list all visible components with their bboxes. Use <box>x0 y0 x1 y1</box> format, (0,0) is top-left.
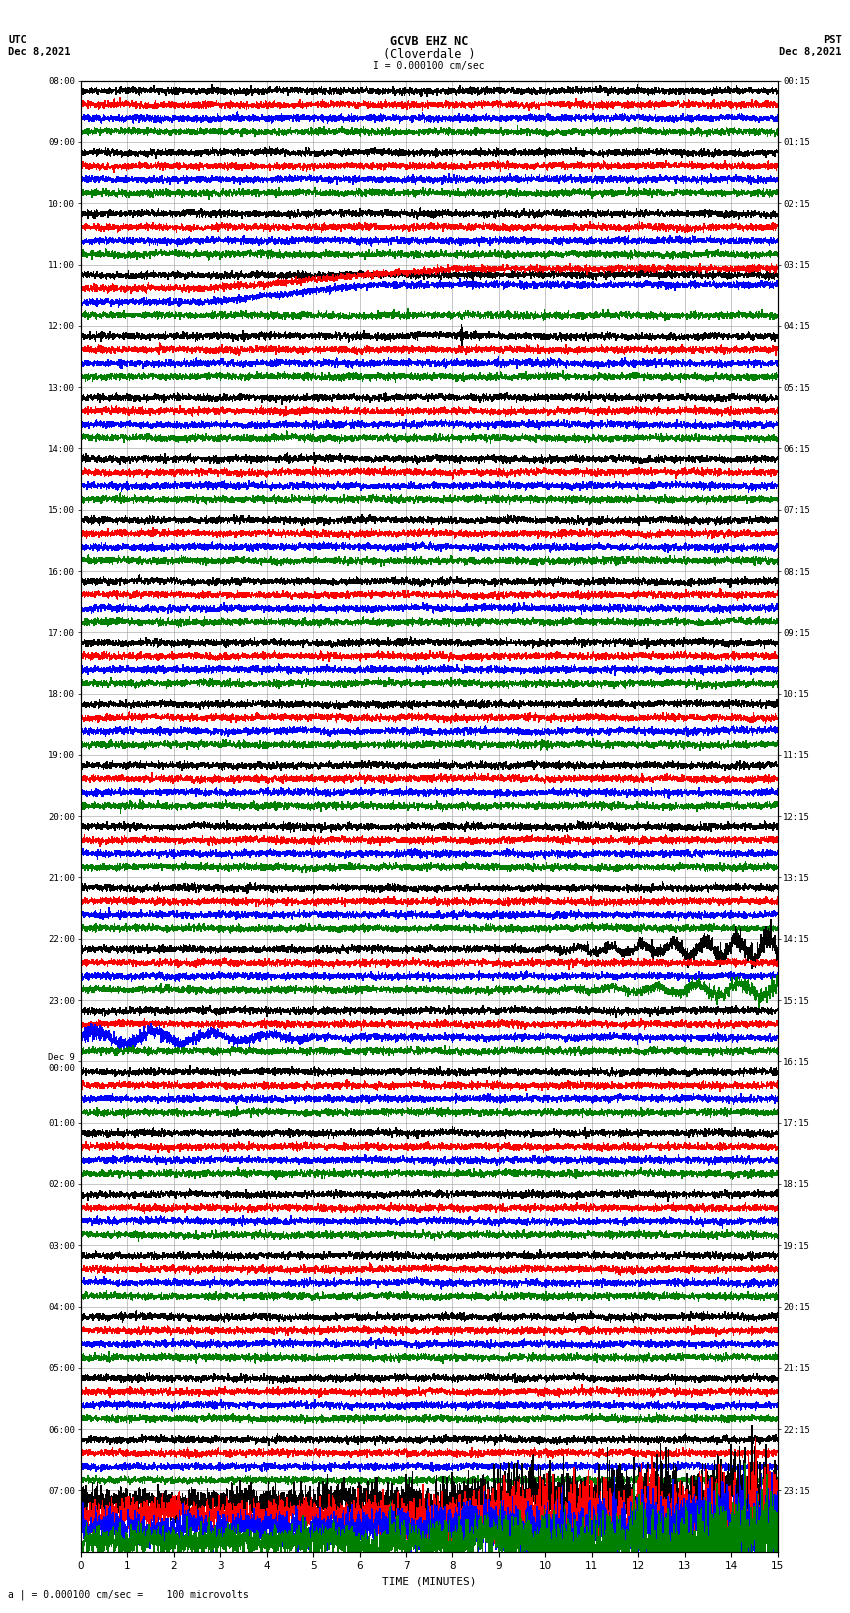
Text: Dec 8,2021: Dec 8,2021 <box>8 47 71 56</box>
Text: UTC: UTC <box>8 35 27 45</box>
Text: I = 0.000100 cm/sec: I = 0.000100 cm/sec <box>373 61 485 71</box>
Text: GCVB EHZ NC: GCVB EHZ NC <box>390 35 468 48</box>
X-axis label: TIME (MINUTES): TIME (MINUTES) <box>382 1578 477 1587</box>
Text: PST: PST <box>823 35 842 45</box>
Text: Dec 8,2021: Dec 8,2021 <box>779 47 842 56</box>
Text: (Cloverdale ): (Cloverdale ) <box>383 48 475 61</box>
Text: a | = 0.000100 cm/sec =    100 microvolts: a | = 0.000100 cm/sec = 100 microvolts <box>8 1589 249 1600</box>
